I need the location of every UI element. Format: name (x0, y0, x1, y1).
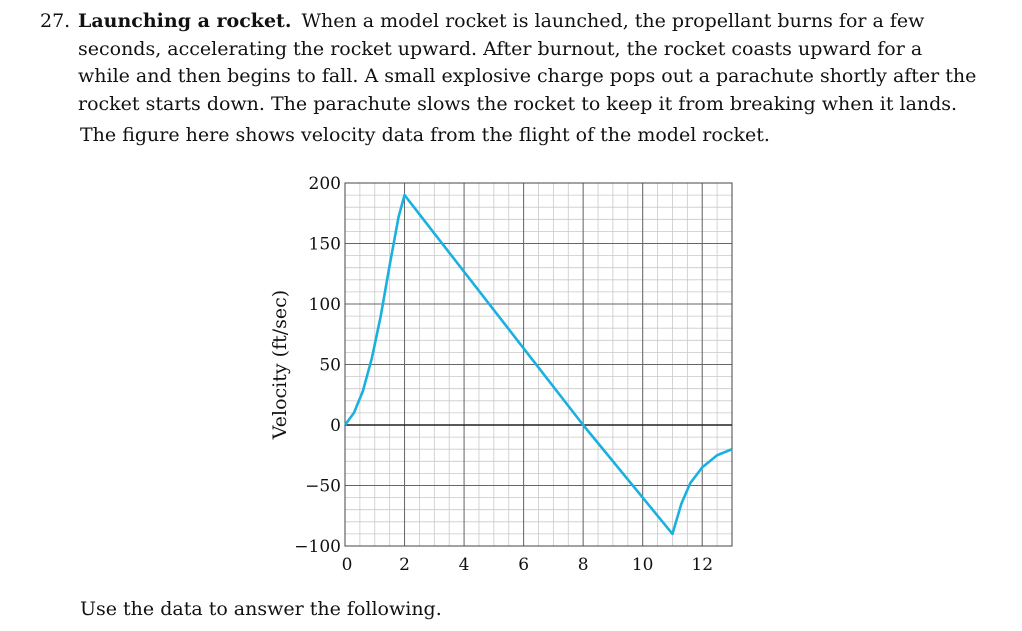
followup-text: Use the data to answer the following. (80, 598, 442, 620)
x-tick-label: 2 (399, 555, 410, 575)
figure-intro: The figure here shows velocity data from… (80, 124, 770, 146)
y-tick-label: −50 (305, 477, 341, 497)
y-tick-label: 150 (309, 235, 341, 255)
y-tick-label: 50 (319, 356, 341, 376)
x-tick-label: 0 (342, 555, 353, 575)
x-tick-label: 6 (518, 555, 529, 575)
y-tick-label: 0 (330, 416, 341, 436)
velocity-line (343, 193, 733, 536)
y-axis-label: Velocity (ft/sec) (269, 290, 291, 440)
tick-labels: −100 −50 0 50 100 150 200 0 2 4 6 8 10 12 (294, 174, 713, 575)
problem-title: Launching a rocket. (78, 10, 292, 32)
velocity-chart: −100 −50 0 50 100 150 200 0 2 4 6 8 10 12 Velocity (f… (269, 174, 733, 575)
series-group (343, 193, 733, 536)
x-tick-label: 10 (632, 555, 654, 575)
chart-axes (344, 182, 733, 547)
problem-text: 27. Launching a rocket. When a model rocke… (40, 8, 980, 118)
y-tick-label: −100 (294, 537, 341, 557)
problem-number: 27. (40, 10, 71, 32)
problem-body: When a model rocket is launched, the pro… (78, 10, 977, 115)
y-tick-label: 100 (309, 295, 341, 315)
plot-frame (344, 182, 733, 547)
x-tick-label: 8 (578, 555, 589, 575)
problem-paragraph: 27. Launching a rocket. When a model rocke… (40, 8, 980, 118)
x-tick-label: 12 (691, 555, 713, 575)
y-tick-label: 200 (309, 174, 341, 194)
x-tick-label: 4 (459, 555, 470, 575)
